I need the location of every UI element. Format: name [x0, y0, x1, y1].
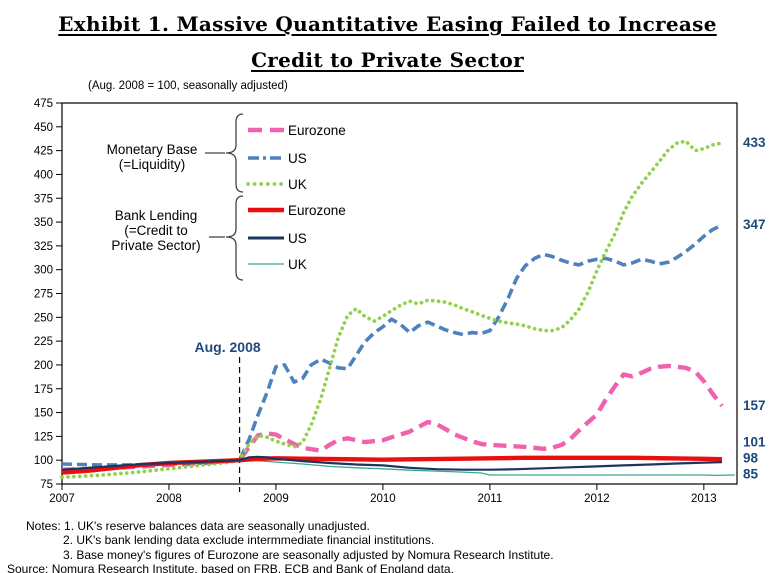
- end-label-uk-bl: 85: [743, 466, 759, 481]
- exhibit-title: Exhibit 1. Massive Quantitative Easing F…: [0, 6, 775, 78]
- legend-group-1-label: (=Liquidity): [119, 157, 185, 172]
- legend-group-2-label: Bank Lending: [115, 208, 198, 223]
- axis-units-note: (Aug. 2008 = 100, seasonally adjusted): [88, 80, 288, 92]
- end-label-eurozone-mb: 157: [743, 398, 766, 413]
- y-axis-tick-label: 375: [34, 193, 53, 205]
- x-axis-tick-label: 2012: [584, 493, 610, 505]
- series-uk-mb-line: [60, 139, 724, 480]
- y-axis-tick-label: 475: [34, 98, 53, 110]
- notes-block: Notes: 1. UK's reserve balances data are…: [0, 519, 775, 573]
- legend-group-1-label: Monetary Base: [107, 142, 198, 157]
- y-axis-tick-label: 100: [34, 455, 53, 467]
- legend-group-2-brace: [225, 195, 244, 281]
- annotation-aug-2008-label: Aug. 2008: [195, 339, 261, 355]
- x-axis-tick-label: 2008: [156, 493, 182, 505]
- source-line: Source: Nomura Research Institute, based…: [7, 562, 454, 573]
- end-label-us-mb: 347: [743, 217, 766, 232]
- note-line-3: 3. Base money's figures of Eurozone are …: [63, 547, 554, 562]
- y-axis-tick-label: 200: [34, 360, 53, 372]
- legend-entry-eurozone-bl-label: Eurozone: [288, 203, 346, 218]
- y-axis-tick-label: 350: [34, 217, 53, 229]
- legend-entry-eurozone-mb-label: Eurozone: [288, 123, 346, 138]
- series-us-bl-line: [61, 455, 723, 471]
- x-axis-tick-label: 2010: [370, 493, 396, 505]
- x-axis-tick-label: 2011: [478, 493, 503, 505]
- y-axis-tick-label: 125: [34, 431, 53, 443]
- x-axis-tick-label: 2007: [49, 493, 75, 505]
- y-axis-tick-label: 300: [34, 265, 53, 277]
- legend-entry-us-bl-label: US: [288, 231, 307, 246]
- note-line-2: 2. UK's bank lending data exclude interm…: [63, 533, 435, 548]
- end-label-uk-mb: 433: [743, 135, 766, 150]
- x-axis-tick-label: 2013: [691, 493, 717, 505]
- legend-entry-uk-mb-label: UK: [288, 177, 307, 192]
- x-axis-tick-label: 2009: [263, 493, 289, 505]
- legend-entry-us-mb-label: US: [288, 151, 307, 166]
- y-axis-tick-label: 175: [34, 384, 53, 396]
- end-label-eurozone-bl: 101: [743, 434, 766, 449]
- end-label-us-bl: 98: [743, 450, 759, 465]
- exhibit-title-line1: Exhibit 1. Massive Quantitative Easing F…: [58, 12, 717, 36]
- series-us-mb-line: [61, 223, 723, 467]
- exhibit-title-line2: Credit to Private Sector: [251, 48, 524, 72]
- y-axis-tick-label: 275: [34, 289, 53, 301]
- y-axis-tick-label: 250: [34, 312, 53, 324]
- y-axis-tick-label: 150: [34, 408, 53, 420]
- legend-group-2-label: (=Credit to: [124, 223, 187, 238]
- legend-group-2-label: Private Sector): [111, 238, 200, 253]
- y-axis-tick-label: 325: [34, 241, 53, 253]
- legend-entry-uk-bl-label: UK: [288, 257, 307, 272]
- y-axis-tick-label: 75: [40, 479, 53, 491]
- y-axis-tick-label: 225: [34, 336, 53, 348]
- note-line-1: Notes: 1. UK's reserve balances data are…: [26, 519, 370, 533]
- series-eurozone-mb-line: [61, 363, 724, 472]
- y-axis-tick-label: 425: [34, 146, 53, 158]
- y-axis-tick-label: 450: [34, 122, 53, 134]
- y-axis-tick-label: 400: [34, 169, 53, 181]
- legend-group-1-brace: [225, 113, 244, 193]
